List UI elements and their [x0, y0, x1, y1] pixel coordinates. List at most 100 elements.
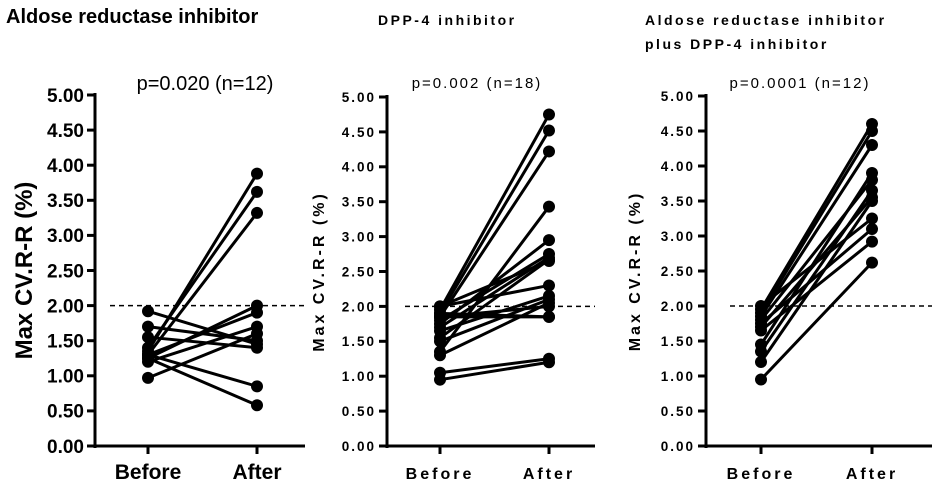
panel3-y-tick-label: 2.00 — [661, 299, 695, 314]
panel1-y-tick-label: 0.00 — [47, 437, 84, 458]
panel2-pair-line — [439, 283, 550, 308]
panel3-pair-line — [760, 240, 873, 332]
panel3-title-line2: plus DPP-4 inhibitor — [645, 36, 829, 52]
panel3-y-tick-label: 1.50 — [661, 334, 695, 349]
panel3-y-tick-label: 1.00 — [661, 369, 695, 384]
panel1-pair-line — [147, 304, 258, 360]
panel1-y-tick-label: 4.50 — [47, 121, 84, 142]
panel2-before-point — [434, 373, 446, 386]
panel1-after-point — [251, 320, 263, 333]
panel3-before-point — [755, 324, 767, 337]
panel1-pair-line — [147, 332, 258, 380]
panel1-before-point — [142, 320, 154, 333]
panel1-x-tick-label-after: After — [232, 461, 281, 484]
panel2-before-point — [434, 300, 446, 313]
panel3-after-point — [866, 174, 878, 186]
panel1-after-point — [251, 341, 263, 354]
panel2-after-point — [543, 124, 555, 137]
panel1-p-value-annotation: p=0.020 (n=12) — [137, 73, 274, 95]
panel3-after-point — [866, 125, 878, 137]
panel3-pair-line — [759, 123, 874, 311]
panel3-before-point — [755, 345, 767, 358]
panel1-after-point — [251, 185, 263, 198]
panel1-y-tick-label: 1.00 — [47, 367, 84, 388]
panel3-after-point — [866, 139, 878, 151]
panel2-y-tick-label: 3.00 — [342, 229, 376, 244]
panel2-y-tick-label: 2.00 — [342, 299, 376, 314]
panel3-pair-line — [759, 130, 874, 314]
panel2-y-tick-label: 4.00 — [342, 160, 376, 175]
panel2-pair-line — [439, 294, 550, 333]
panel1-pair-line — [147, 356, 258, 407]
panel1-y-tick-label: 2.00 — [47, 296, 84, 317]
panel2-y-tick-label: 0.00 — [342, 439, 376, 454]
panel3-title-line1: Aldose reductase inhibitor — [645, 12, 887, 28]
panel2-y-axis-label: Max CV.R-R (%) — [311, 191, 328, 352]
panel2-y-tick-label: 1.00 — [342, 369, 376, 384]
panel3-before-point — [755, 373, 767, 386]
panel2-y-tick-label: 3.50 — [342, 195, 376, 210]
panel2-pair-line — [438, 205, 551, 353]
panel2-x-tick-label-after: After — [523, 466, 575, 483]
panel2-after-point — [543, 356, 555, 369]
panel2-p-value-annotation: p=0.002 (n=18) — [412, 75, 543, 92]
panel2-after-point — [543, 108, 555, 121]
panel3-pair-line — [760, 227, 873, 325]
panel3-before-point — [755, 356, 767, 368]
panel1-y-tick-label: 1.50 — [47, 332, 84, 353]
panel3-y-axis-label: Max CV.R-R (%) — [627, 191, 644, 352]
panel2-y-tick-label: 5.00 — [342, 90, 376, 105]
panel3-y-tick-label: 4.00 — [661, 159, 695, 174]
panel1-pair-line — [147, 335, 258, 350]
panel2-pair-line — [439, 298, 550, 343]
panel2-pair-line — [439, 357, 550, 375]
panel1-x-tick-label-before: Before — [115, 461, 182, 484]
panel1-pair-line — [147, 311, 258, 357]
panel1-pair-line — [146, 212, 259, 356]
panel1-y-tick-label: 3.00 — [47, 226, 84, 247]
panel2-after-point — [543, 234, 555, 247]
panel1-before-point — [142, 371, 154, 384]
panel2-pair-line — [439, 301, 550, 357]
panel2-after-point — [543, 200, 555, 213]
panel3-y-tick-label: 0.00 — [661, 439, 695, 454]
panel3-after-point — [866, 256, 878, 269]
panel2-after-point — [543, 310, 555, 323]
panel1-after-point — [251, 206, 263, 219]
panel3-pair-line — [759, 261, 874, 381]
panel1-before-point — [142, 331, 154, 344]
panel3-x-tick-label-after: After — [846, 466, 898, 483]
panel1-after-point — [251, 167, 263, 180]
panel3-pair-line — [759, 200, 874, 363]
panel2-pair-line — [438, 150, 551, 318]
panel2-after-point — [543, 300, 555, 313]
panel3-y-tick-label: 3.00 — [661, 229, 695, 244]
panel3-y-tick-label: 3.50 — [661, 194, 695, 209]
panel1-y-tick-label: 2.50 — [47, 261, 84, 282]
panel2-y-tick-label: 1.50 — [342, 334, 376, 349]
panel3-pair-line — [760, 217, 873, 308]
panel1-y-tick-label: 4.00 — [47, 156, 84, 177]
panel2-before-point — [434, 349, 446, 362]
panel2-x-tick-label-before: Before — [406, 466, 475, 483]
panel3-y-tick-label: 0.50 — [661, 404, 695, 419]
panel2-pair-line — [439, 360, 550, 382]
panel3-y-tick-label: 5.00 — [661, 89, 695, 104]
panel2-title: DPP-4 inhibitor — [378, 12, 517, 28]
panel2-y-tick-label: 2.50 — [342, 264, 376, 279]
panel1-y-tick-label: 5.00 — [47, 86, 84, 107]
panel2-pair-line — [438, 113, 551, 311]
panel2-before-point — [434, 324, 446, 337]
panel1-after-point — [251, 399, 263, 412]
panel2-after-point — [543, 255, 555, 268]
panel2-y-tick-label: 0.50 — [342, 404, 376, 419]
panel3-y-tick-label: 4.50 — [661, 124, 695, 139]
panel1-y-axis-label: Max CV.R-R (%) — [11, 182, 38, 360]
panel3-after-point — [866, 212, 878, 225]
panel2-after-point — [543, 145, 555, 158]
panel1-before-point — [142, 305, 154, 318]
panel3-x-tick-label-before: Before — [727, 466, 796, 483]
panel3-p-value-annotation: p=0.0001 (n=12) — [730, 75, 871, 92]
